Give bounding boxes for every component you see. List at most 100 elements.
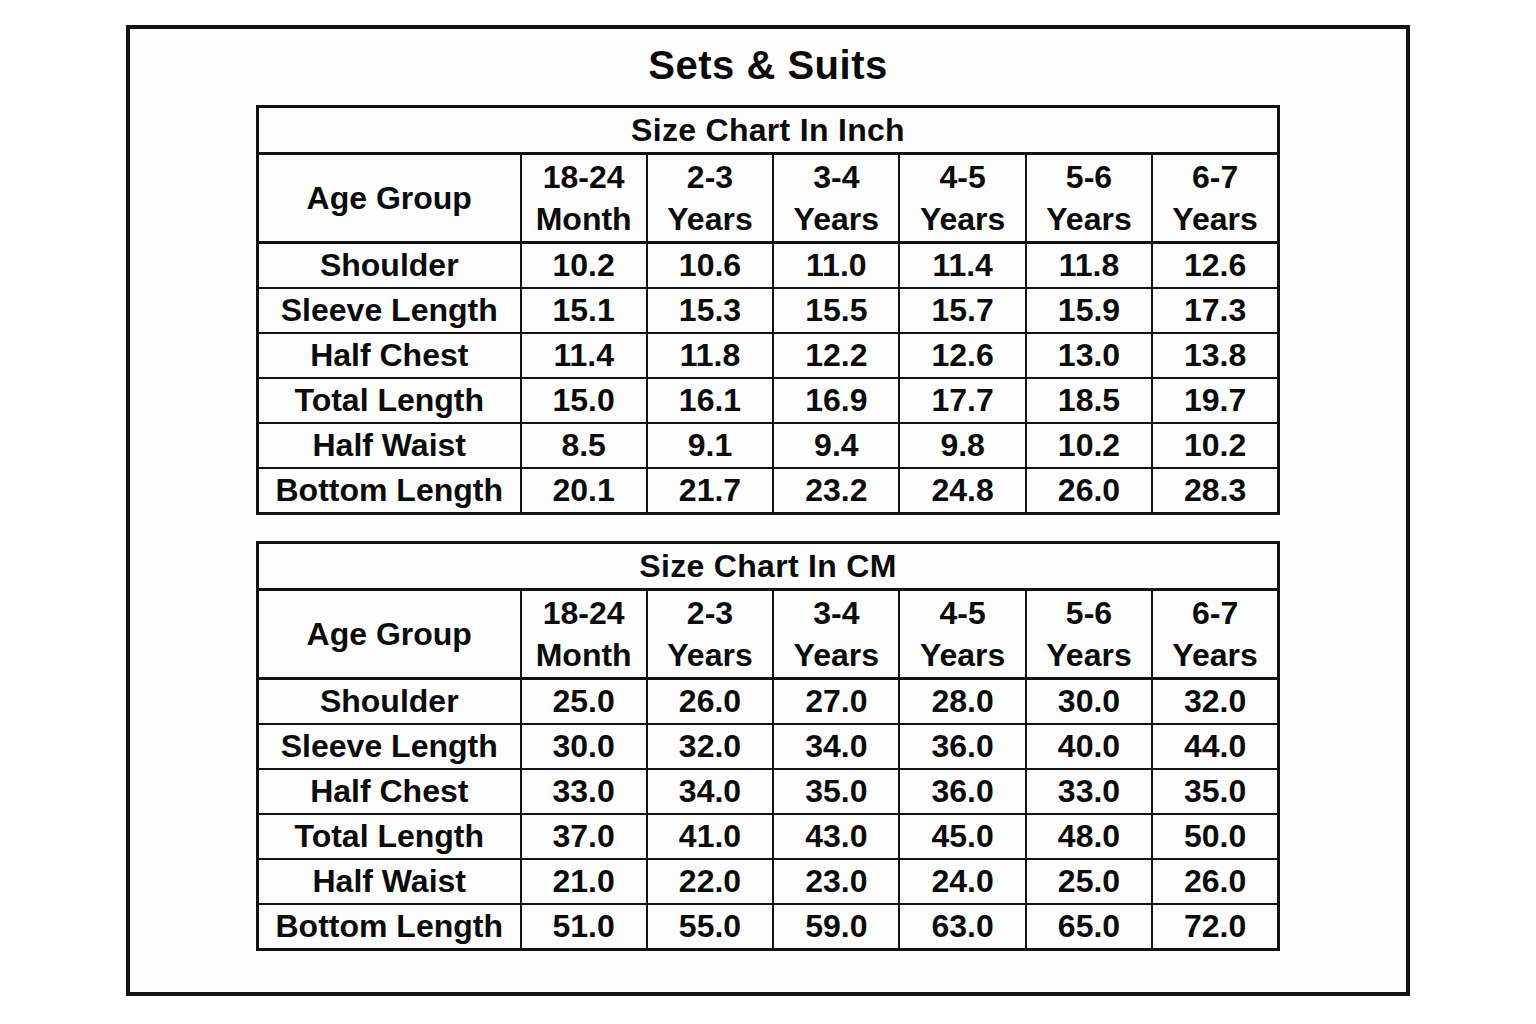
age-unit-label: Month <box>522 198 646 240</box>
size-value: 26.0 <box>1026 468 1152 514</box>
size-value: 65.0 <box>1026 904 1152 950</box>
size-value: 32.0 <box>1152 679 1278 725</box>
table-title: Size Chart In CM <box>258 543 1279 590</box>
size-value: 15.9 <box>1026 288 1152 333</box>
size-value: 17.7 <box>899 378 1025 423</box>
size-value: 8.5 <box>521 423 647 468</box>
age-group-header: Age Group <box>258 590 521 679</box>
size-value: 11.8 <box>647 333 773 378</box>
outer-frame: Sets & Suits Size Chart In InchAge Group… <box>126 25 1410 996</box>
table-row: Shoulder25.026.027.028.030.032.0 <box>258 679 1279 725</box>
age-unit-label: Years <box>900 634 1024 676</box>
age-unit-label: Years <box>1153 634 1277 676</box>
size-value: 22.0 <box>647 859 773 904</box>
size-value: 18.5 <box>1026 378 1152 423</box>
size-value: 37.0 <box>521 814 647 859</box>
size-value: 16.1 <box>647 378 773 423</box>
size-value: 30.0 <box>1026 679 1152 725</box>
age-range-label: 2-3 <box>648 156 772 198</box>
measurement-row-label: Half Chest <box>258 333 521 378</box>
size-value: 55.0 <box>647 904 773 950</box>
measurement-row-label: Half Waist <box>258 859 521 904</box>
age-column-header: 4-5Years <box>899 154 1025 243</box>
age-group-header: Age Group <box>258 154 521 243</box>
age-unit-label: Years <box>648 198 772 240</box>
size-value: 33.0 <box>521 769 647 814</box>
size-value: 41.0 <box>647 814 773 859</box>
size-value: 34.0 <box>773 724 899 769</box>
measurement-row-label: Half Chest <box>258 769 521 814</box>
size-value: 15.7 <box>899 288 1025 333</box>
size-value: 15.5 <box>773 288 899 333</box>
table-row: Total Length37.041.043.045.048.050.0 <box>258 814 1279 859</box>
size-value: 10.6 <box>647 243 773 289</box>
age-column-header: 4-5Years <box>899 590 1025 679</box>
measurement-row-label: Shoulder <box>258 679 521 725</box>
size-value: 25.0 <box>1026 859 1152 904</box>
size-value: 35.0 <box>773 769 899 814</box>
size-value: 21.7 <box>647 468 773 514</box>
age-column-header: 2-3Years <box>647 590 773 679</box>
table-row: Bottom Length20.121.723.224.826.028.3 <box>258 468 1279 514</box>
age-column-header: 6-7Years <box>1152 590 1278 679</box>
size-value: 21.0 <box>521 859 647 904</box>
age-range-label: 6-7 <box>1153 156 1277 198</box>
size-value: 40.0 <box>1026 724 1152 769</box>
measurement-row-label: Sleeve Length <box>258 288 521 333</box>
size-value: 72.0 <box>1152 904 1278 950</box>
size-value: 50.0 <box>1152 814 1278 859</box>
table-row: Half Chest33.034.035.036.033.035.0 <box>258 769 1279 814</box>
page-title: Sets & Suits <box>130 42 1406 88</box>
size-value: 12.2 <box>773 333 899 378</box>
age-column-header: 5-6Years <box>1026 154 1152 243</box>
size-value: 48.0 <box>1026 814 1152 859</box>
size-value: 11.4 <box>521 333 647 378</box>
size-value: 24.0 <box>899 859 1025 904</box>
size-value: 32.0 <box>647 724 773 769</box>
size-value: 13.8 <box>1152 333 1278 378</box>
table-row: Sleeve Length30.032.034.036.040.044.0 <box>258 724 1279 769</box>
table-row: Half Chest11.411.812.212.613.013.8 <box>258 333 1279 378</box>
size-value: 9.8 <box>899 423 1025 468</box>
tables-container: Size Chart In InchAge Group18-24Month2-3… <box>130 105 1406 951</box>
size-value: 27.0 <box>773 679 899 725</box>
size-value: 24.8 <box>899 468 1025 514</box>
size-chart-table-inch: Size Chart In InchAge Group18-24Month2-3… <box>256 105 1280 515</box>
age-unit-label: Years <box>900 198 1024 240</box>
size-value: 59.0 <box>773 904 899 950</box>
table-row: Half Waist8.59.19.49.810.210.2 <box>258 423 1279 468</box>
measurement-row-label: Half Waist <box>258 423 521 468</box>
size-value: 13.0 <box>1026 333 1152 378</box>
age-range-label: 3-4 <box>774 156 898 198</box>
size-value: 17.3 <box>1152 288 1278 333</box>
size-value: 11.4 <box>899 243 1025 289</box>
size-value: 30.0 <box>521 724 647 769</box>
measurement-row-label: Bottom Length <box>258 468 521 514</box>
age-range-label: 4-5 <box>900 156 1024 198</box>
age-unit-label: Month <box>522 634 646 676</box>
size-value: 23.2 <box>773 468 899 514</box>
size-value: 19.7 <box>1152 378 1278 423</box>
size-value: 11.8 <box>1026 243 1152 289</box>
size-value: 63.0 <box>899 904 1025 950</box>
age-range-label: 18-24 <box>522 156 646 198</box>
size-value: 28.3 <box>1152 468 1278 514</box>
size-value: 12.6 <box>899 333 1025 378</box>
age-unit-label: Years <box>774 634 898 676</box>
table-row: Sleeve Length15.115.315.515.715.917.3 <box>258 288 1279 333</box>
table-title: Size Chart In Inch <box>258 107 1279 154</box>
size-value: 36.0 <box>899 769 1025 814</box>
age-range-label: 5-6 <box>1027 156 1151 198</box>
table-row: Half Waist21.022.023.024.025.026.0 <box>258 859 1279 904</box>
age-column-header: 6-7Years <box>1152 154 1278 243</box>
size-value: 9.1 <box>647 423 773 468</box>
age-range-label: 18-24 <box>522 592 646 634</box>
size-value: 44.0 <box>1152 724 1278 769</box>
age-unit-label: Years <box>774 198 898 240</box>
table-row: Shoulder10.210.611.011.411.812.6 <box>258 243 1279 289</box>
age-unit-label: Years <box>1027 198 1151 240</box>
age-column-header: 3-4Years <box>773 154 899 243</box>
size-value: 15.0 <box>521 378 647 423</box>
size-value: 45.0 <box>899 814 1025 859</box>
age-range-label: 3-4 <box>774 592 898 634</box>
